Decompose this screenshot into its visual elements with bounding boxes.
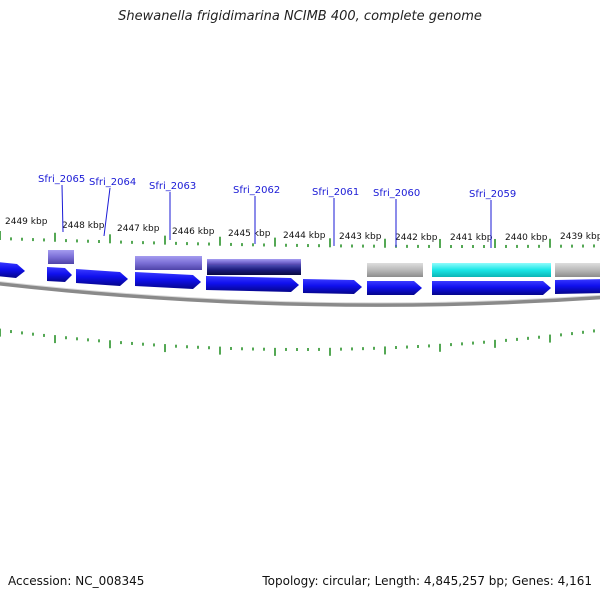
- ruler-label: 2449 kbp: [5, 217, 48, 227]
- cds-arrow-sfri-2066[interactable]: [0, 262, 25, 278]
- cog-feature-sfri-2062[interactable]: [207, 259, 301, 265]
- cog-feature-sfri-2062b[interactable]: [207, 265, 301, 275]
- cds-arrow-sfri-2063[interactable]: [135, 272, 201, 289]
- cog-feature-sfri-2060[interactable]: [367, 263, 423, 277]
- ruler-label: 2446 kbp: [172, 227, 215, 237]
- gene-label-sfri-2065[interactable]: Sfri_2065: [38, 174, 85, 185]
- gene-label-leader: [103, 187, 111, 237]
- accession-text: Accession: NC_008345: [8, 574, 145, 588]
- cds-arrow-sfri-2058[interactable]: [555, 279, 600, 294]
- ruler-label: 2448 kbp: [62, 221, 105, 231]
- gene-label-sfri-2060[interactable]: Sfri_2060: [373, 188, 420, 199]
- genome-backbone-highlight: [0, 281, 600, 304]
- ruler-label: 2444 kbp: [283, 231, 326, 241]
- ruler-label: 2439 kbp: [560, 232, 600, 242]
- gene-label-sfri-2064[interactable]: Sfri_2064: [89, 177, 136, 188]
- cds-arrow-sfri-2064[interactable]: [76, 269, 128, 286]
- ruler-label: 2441 kbp: [450, 233, 493, 243]
- gene-labels: Sfri_2065 Sfri_2064 Sfri_2063 Sfri_2062 …: [38, 174, 516, 248]
- cog-feature-sfri-2058[interactable]: [555, 263, 600, 277]
- cds-arrow-sfri-2060[interactable]: [367, 281, 422, 295]
- cog-feature-sfri-2059[interactable]: [432, 263, 551, 277]
- cog-gene-row: [48, 250, 600, 277]
- gene-label-sfri-2062[interactable]: Sfri_2062: [233, 185, 280, 196]
- cds-arrow-sfri-2059[interactable]: [432, 281, 551, 295]
- ruler-label: 2440 kbp: [505, 233, 548, 243]
- ruler-labels: 2449 kbp 2448 kbp 2447 kbp 2446 kbp 2445…: [5, 217, 600, 243]
- cog-feature-sfri-2065[interactable]: [48, 250, 74, 264]
- cds-row: [0, 262, 600, 295]
- cds-arrow-sfri-2065[interactable]: [47, 267, 72, 282]
- ruler-label: 2443 kbp: [339, 232, 382, 242]
- cds-arrow-sfri-2061[interactable]: [303, 279, 362, 294]
- lower-tick-ruler: [0, 328, 595, 356]
- ruler-label: 2447 kbp: [117, 224, 160, 234]
- genome-backbone: [0, 281, 600, 307]
- gene-label-sfri-2061[interactable]: Sfri_2061: [312, 187, 359, 198]
- gene-label-leader: [61, 184, 64, 233]
- ruler-label: 2442 kbp: [395, 233, 438, 243]
- cds-arrow-sfri-2062[interactable]: [206, 276, 299, 292]
- genome-summary-text: Topology: circular; Length: 4,845,257 bp…: [262, 574, 592, 588]
- cog-feature-sfri-2063[interactable]: [135, 256, 202, 270]
- map-title: Shewanella frigidimarina NCIMB 400, comp…: [118, 9, 482, 24]
- gene-label-sfri-2063[interactable]: Sfri_2063: [149, 181, 196, 192]
- ruler-label: 2445 kbp: [228, 229, 271, 239]
- gene-label-sfri-2059[interactable]: Sfri_2059: [469, 189, 516, 200]
